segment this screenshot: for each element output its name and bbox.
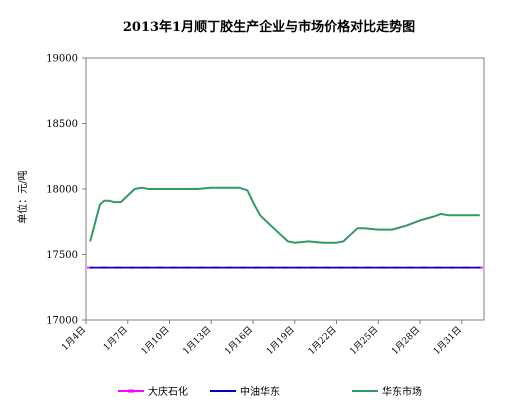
- x-tick-label: 1月10日: [139, 324, 172, 357]
- y-axis: 17000 17500 18000 18500 19000: [46, 54, 86, 327]
- x-tick-label: 1月25日: [348, 324, 381, 357]
- x-tick-label: 1月7日: [101, 324, 130, 353]
- x-tick-label: 1月13日: [181, 324, 214, 357]
- y-tick-label: 19000: [46, 54, 78, 65]
- y-tick-label: 18000: [46, 185, 78, 196]
- y-tick-label: 17500: [46, 250, 78, 261]
- legend: 大庆石化 中油华东 华东市场: [118, 385, 422, 398]
- y-tick-label: 18500: [46, 119, 78, 130]
- x-tick-label: 1月28日: [389, 324, 422, 357]
- x-axis: 1月4日 1月7日 1月10日 1月13日 1月16日 1月19日 1月22日 1月25日 1月…: [60, 320, 464, 357]
- legend-label-0: 大庆石化: [148, 385, 188, 398]
- y-axis-label: 单位：元/吨: [16, 170, 29, 223]
- x-tick-label: 1月16日: [222, 324, 255, 357]
- y-tick-label: 17000: [46, 316, 78, 327]
- x-tick-label: 1月22日: [306, 324, 339, 357]
- x-tick-label: 1月19日: [264, 324, 297, 357]
- x-tick-label: 1月31日: [431, 324, 464, 357]
- series-line-2: [89, 186, 480, 244]
- x-tick-label: 1月4日: [60, 324, 89, 353]
- chart-title: 2013年1月顺丁胶生产企业与市场价格对比走势图: [123, 19, 415, 35]
- series-layer: [87, 186, 483, 269]
- legend-label-2: 华东市场: [382, 385, 422, 398]
- legend-label-1: 中油华东: [240, 385, 280, 398]
